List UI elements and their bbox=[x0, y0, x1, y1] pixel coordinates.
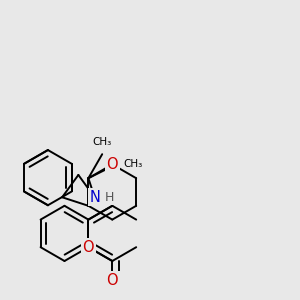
Text: O: O bbox=[106, 157, 118, 172]
Text: CH₃: CH₃ bbox=[93, 137, 112, 147]
Text: N: N bbox=[89, 190, 100, 205]
Text: O: O bbox=[106, 273, 118, 288]
Text: CH₃: CH₃ bbox=[124, 159, 143, 170]
Text: H: H bbox=[105, 191, 115, 204]
Text: O: O bbox=[82, 240, 94, 255]
